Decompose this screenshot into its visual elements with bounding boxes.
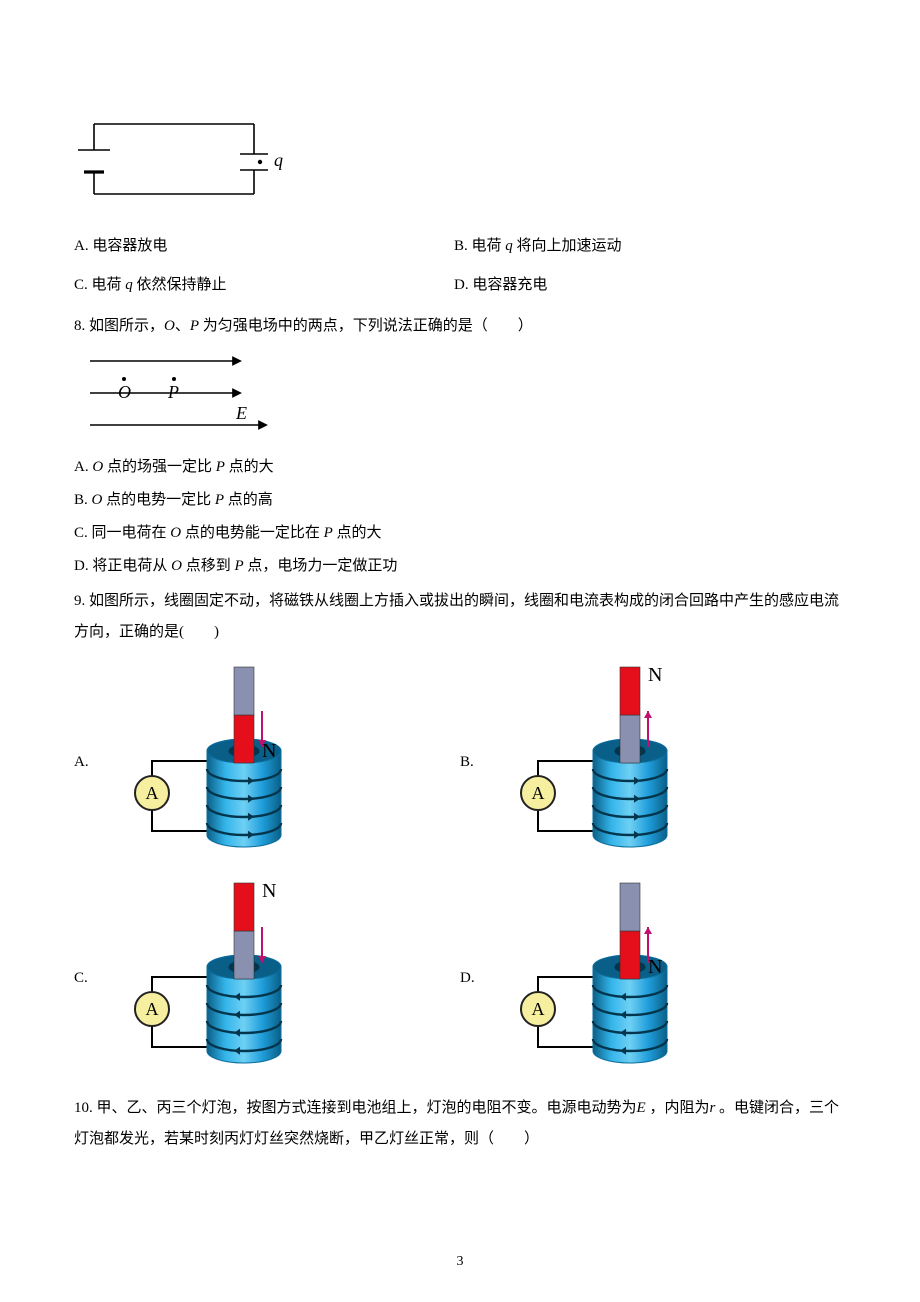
q9-D-label: D.: [460, 970, 490, 987]
q9-opt-C: C. NA: [74, 879, 460, 1079]
q9-D-fig: NA: [490, 879, 710, 1079]
q9-opt-B: B. NA: [460, 663, 846, 863]
q7-figure: q: [74, 114, 846, 219]
capacitor-circuit: q: [74, 114, 294, 214]
svg-text:N: N: [648, 956, 662, 978]
q8A-mid: 点的场强一定比: [103, 459, 216, 475]
q7-B-pre: 电荷: [472, 238, 506, 254]
q8D-P: P: [234, 558, 243, 574]
q7-opt-B: B. 电荷 q 将向上加速运动: [454, 233, 846, 260]
q8A-pre: A.: [74, 459, 92, 475]
svg-text:A: A: [532, 783, 545, 803]
svg-text:N: N: [262, 880, 276, 902]
q8B-pre: B.: [74, 492, 92, 508]
q9-A-fig: NA: [104, 663, 324, 863]
q8-stem-O: O: [164, 318, 175, 334]
page-number: 3: [0, 1254, 920, 1270]
q8-stem-pre: 8. 如图所示，: [74, 318, 164, 334]
q7-A-text: 电容器放电: [92, 238, 167, 254]
svg-text:N: N: [648, 664, 662, 686]
q8-opt-D: D. 将正电荷从 O 点移到 P 点，电场力一定做正功: [74, 553, 846, 580]
q8D-O: O: [171, 558, 182, 574]
q9-B-label: B.: [460, 754, 490, 771]
q8-P-label: P: [167, 382, 179, 402]
svg-text:A: A: [146, 783, 159, 803]
svg-text:A: A: [146, 999, 159, 1019]
q8-stem-post: 为匀强电场中的两点，下列说法正确的是（ ）: [199, 318, 533, 334]
q9-opt-A: A. NA: [74, 663, 460, 863]
q8-stem-sep: 、: [175, 318, 190, 334]
q8D-pre: D. 将正电荷从: [74, 558, 171, 574]
q8B-mid: 点的电势一定比: [102, 492, 215, 508]
q8B-O: O: [92, 492, 103, 508]
q10-s2: ，内阻为: [646, 1100, 710, 1116]
q9-C-fig: NA: [104, 879, 324, 1079]
q9-A-label: A.: [74, 754, 104, 771]
q8C-P: P: [324, 525, 333, 541]
q8C-O: O: [170, 525, 181, 541]
q9-opt-D: D. NA: [460, 879, 846, 1079]
charge-label: q: [274, 150, 283, 170]
q8-O-label: O: [118, 382, 131, 402]
q8-E-label: E: [235, 403, 247, 423]
q8C-mid: 点的电势能一定比在: [181, 525, 324, 541]
svg-text:N: N: [262, 740, 276, 762]
q8A-O: O: [92, 459, 103, 475]
q8-stem-P: P: [190, 318, 199, 334]
q7-B-post: 将向上加速运动: [513, 238, 622, 254]
q8-figure: O P E: [74, 349, 846, 446]
q7-B-var: q: [505, 238, 513, 254]
q9-B-fig: NA: [490, 663, 710, 863]
q7-opt-D: D. 电容器充电: [454, 272, 846, 299]
q7-D-text: 电容器充电: [472, 277, 547, 293]
svg-text:A: A: [532, 999, 545, 1019]
q8D-mid: 点移到: [182, 558, 235, 574]
q8C-post: 点的大: [333, 525, 382, 541]
q9-options: A. NA B. NA C. NA D. NA: [74, 655, 846, 1087]
q8A-post: 点的大: [225, 459, 274, 475]
q7-C-var: q: [125, 277, 133, 293]
q8A-P: P: [216, 459, 225, 475]
q7-opt-A: A. 电容器放电: [74, 233, 454, 260]
q9-stem: 9. 如图所示，线圈固定不动，将磁铁从线圈上方插入或拔出的瞬间，线圈和电流表构成…: [74, 586, 846, 649]
q10-E: E: [637, 1100, 646, 1116]
q8D-post: 点，电场力一定做正功: [244, 558, 398, 574]
q8-opt-B: B. O 点的电势一定比 P 点的高: [74, 487, 846, 514]
q10-stem: 10. 甲、乙、丙三个灯泡，按图方式连接到电池组上，灯泡的电阻不变。电源电动势为…: [74, 1093, 846, 1156]
q9-C-label: C.: [74, 970, 104, 987]
q7-options: A. 电容器放电 B. 电荷 q 将向上加速运动: [74, 227, 846, 266]
q7-C-post: 依然保持静止: [133, 277, 227, 293]
q8C-pre: C. 同一电荷在: [74, 525, 170, 541]
q8-opt-C: C. 同一电荷在 O 点的电势能一定比在 P 点的大: [74, 520, 846, 547]
q7-C-pre: 电荷: [92, 277, 126, 293]
q10-s1: 10. 甲、乙、丙三个灯泡，按图方式连接到电池组上，灯泡的电阻不变。电源电动势为: [74, 1100, 637, 1116]
q8-stem: 8. 如图所示，O、P 为匀强电场中的两点，下列说法正确的是（ ）: [74, 311, 846, 343]
q7-opt-C: C. 电荷 q 依然保持静止: [74, 272, 454, 299]
q8B-post: 点的高: [224, 492, 273, 508]
q8B-P: P: [215, 492, 224, 508]
q8-opt-A: A. O 点的场强一定比 P 点的大: [74, 454, 846, 481]
